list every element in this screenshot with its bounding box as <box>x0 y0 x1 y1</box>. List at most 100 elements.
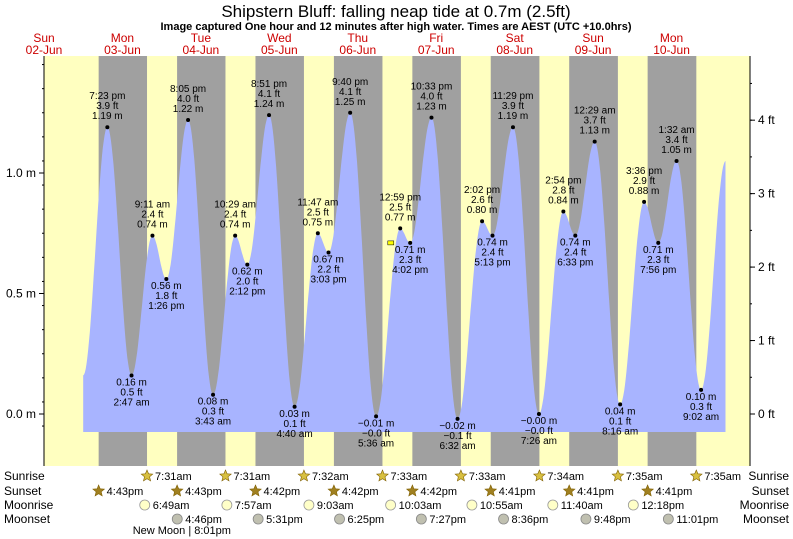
extreme-label: 1.13 m <box>579 126 610 137</box>
sunrise-icon <box>219 469 232 482</box>
extreme-label: 3.7 ft <box>584 116 606 127</box>
extreme-label: 1.23 m <box>416 102 447 113</box>
sunrise-icon <box>375 469 389 482</box>
extreme-label: 0.10 m <box>686 392 717 403</box>
moonset-icon <box>171 513 183 525</box>
extreme-point <box>618 402 623 407</box>
extreme-label: 0.03 m <box>279 409 310 420</box>
y-right-tick-label: 3 ft <box>758 187 775 201</box>
moonrise-icon <box>221 499 233 511</box>
extreme-label: 9:02 am <box>683 412 719 423</box>
chart-title: Shipstern Bluff: falling neap tide at 0.… <box>221 2 570 21</box>
extreme-point <box>245 262 250 267</box>
extreme-label: −0.01 m <box>358 418 394 429</box>
y-right-tick-label: 1 ft <box>758 334 775 348</box>
y-right-tick-label: 2 ft <box>758 260 775 274</box>
extreme-label: 5:36 am <box>358 438 394 449</box>
moonrise-time: 12:18pm <box>641 500 684 512</box>
extreme-label: 2.3 ft <box>399 255 421 266</box>
moonrise-time: 10:03am <box>399 500 442 512</box>
extreme-label: 10:33 pm <box>411 82 453 93</box>
extreme-label: 1.05 m <box>661 145 692 156</box>
sunset-icon <box>562 484 576 497</box>
extreme-label: 0.67 m <box>313 255 344 266</box>
extreme-label: 2.5 ft <box>389 202 411 213</box>
extreme-label: −0.02 m <box>439 421 475 432</box>
extreme-label: 0.08 m <box>198 397 229 408</box>
extreme-point <box>211 392 216 397</box>
moonrise-time: 7:57am <box>235 500 272 512</box>
extreme-point <box>267 113 272 118</box>
extreme-point <box>233 233 238 238</box>
extreme-point <box>561 209 566 214</box>
extreme-label: 4.0 ft <box>420 92 442 103</box>
extreme-label: −0.1 ft <box>444 431 472 442</box>
sunrise-time: 7:33am <box>469 471 506 483</box>
extreme-label: 2.5 ft <box>307 207 329 218</box>
extreme-label: 1:26 pm <box>148 301 184 312</box>
sunrise-time: 7:34am <box>547 471 584 483</box>
extreme-label: 0.74 m <box>560 238 591 249</box>
row-label-left-sunrise: Sunrise <box>4 469 45 483</box>
extreme-label: 3:03 pm <box>310 275 346 286</box>
extreme-point <box>480 219 485 224</box>
extreme-label: 8:16 am <box>602 426 638 437</box>
extreme-point <box>510 125 515 130</box>
row-label-right-moonset: Moonset <box>743 512 790 526</box>
extreme-point <box>408 240 413 245</box>
extreme-label: 12:29 am <box>574 106 616 117</box>
day-date: 05-Jun <box>261 43 298 57</box>
sunrise-time: 7:32am <box>312 471 349 483</box>
y-right-tick-label: 4 ft <box>758 113 775 127</box>
extreme-point <box>674 158 679 163</box>
day-date: 10-Jun <box>653 43 690 57</box>
extreme-label: 2.4 ft <box>564 248 586 259</box>
sunset-icon <box>484 484 498 497</box>
extreme-point <box>656 240 661 245</box>
day-name: Thu <box>347 31 368 45</box>
moonrise-icon <box>303 499 315 511</box>
extreme-label: 2.0 ft <box>236 277 258 288</box>
moonset-time: 11:01pm <box>676 514 718 526</box>
moonset-icon <box>662 513 674 525</box>
extreme-label: 2.3 ft <box>647 255 669 266</box>
extreme-label: 2.8 ft <box>552 186 574 197</box>
sunrise-time: 7:35am <box>626 471 663 483</box>
moonset-icon <box>415 513 427 525</box>
extreme-label: 6:32 am <box>439 441 475 452</box>
tide-area <box>83 112 726 433</box>
moonrise-time: 11:40am <box>561 500 603 512</box>
moonrise-icon <box>627 499 639 511</box>
moonset-icon <box>334 513 345 525</box>
y-left-tick-label: 0.5 m <box>6 287 36 301</box>
day-date: 07-Jun <box>418 43 455 57</box>
extreme-label: 0.5 ft <box>120 387 142 398</box>
sunset-time: 4:42pm <box>263 486 300 498</box>
day-name: Tue <box>191 31 212 45</box>
extreme-label: 12:59 pm <box>379 192 421 203</box>
extreme-label: 4.1 ft <box>258 89 280 100</box>
moon-phase-label: New Moon | 8:01pm <box>133 525 231 537</box>
moonrise-icon <box>466 499 478 511</box>
extreme-label: −0.00 m <box>521 416 557 427</box>
extreme-label: 0.77 m <box>385 212 416 223</box>
sunset-time: 4:41pm <box>499 486 536 498</box>
day-name: Wed <box>267 31 291 45</box>
sunrise-icon <box>689 469 703 482</box>
extreme-labels: 7:23 pm3.9 ft1.19 m0.16 m0.5 ft2:47 am9:… <box>89 77 719 452</box>
sunrise-time: 7:31am <box>233 471 270 483</box>
sunset-time: 4:42pm <box>420 486 457 498</box>
extreme-point <box>429 115 434 120</box>
extreme-label: 1:32 am <box>658 125 694 136</box>
extreme-label: 8:05 pm <box>170 84 206 95</box>
sunset-icon <box>92 484 106 497</box>
extreme-point <box>592 139 597 144</box>
extreme-label: −0.0 ft <box>525 426 553 437</box>
sunrise-time: 7:33am <box>390 471 427 483</box>
moonset-icon <box>498 513 509 525</box>
row-label-left-moonset: Moonset <box>4 512 51 526</box>
sunset-time: 4:42pm <box>342 486 379 498</box>
extreme-point <box>129 373 134 378</box>
